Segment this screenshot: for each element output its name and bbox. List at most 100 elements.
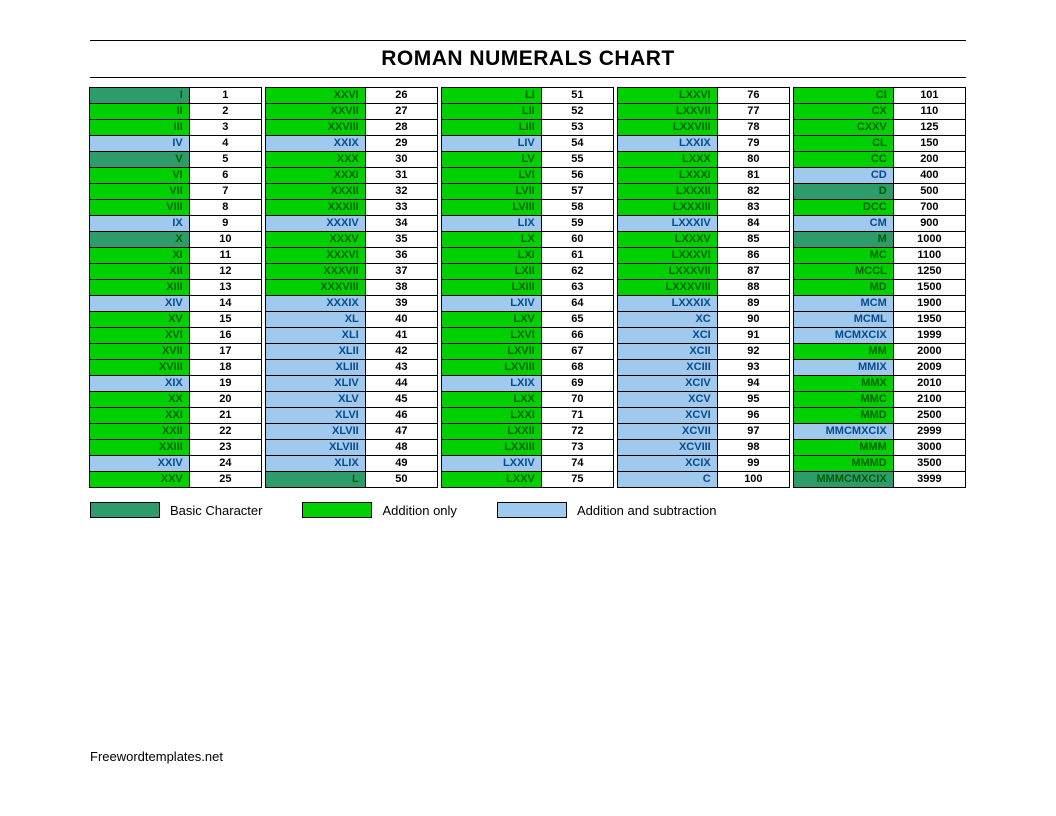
arabic-cell: 3000 (893, 439, 966, 456)
roman-cell: XXIX (265, 135, 366, 152)
arabic-cell: 30 (365, 151, 438, 168)
arabic-cell: 97 (717, 423, 790, 440)
arabic-cell: 57 (541, 183, 614, 200)
arabic-cell: 2999 (893, 423, 966, 440)
arabic-cell: 50 (365, 471, 438, 488)
arabic-cell: 22 (189, 423, 262, 440)
roman-cell: LII (441, 103, 542, 120)
arabic-cell: 98 (717, 439, 790, 456)
arabic-cell: 1100 (893, 247, 966, 264)
roman-cell: CI (793, 87, 894, 104)
roman-cell: LXI (441, 247, 542, 264)
arabic-cell: 69 (541, 375, 614, 392)
roman-cell: MD (793, 279, 894, 296)
arabic-cell: 77 (717, 103, 790, 120)
roman-cell: XCI (617, 327, 718, 344)
roman-cell: LXXVI (617, 87, 718, 104)
roman-cell: XI (89, 247, 190, 264)
arabic-cell: 85 (717, 231, 790, 248)
arabic-cell: 95 (717, 391, 790, 408)
roman-cell: LVIII (441, 199, 542, 216)
roman-cell: XXXIII (265, 199, 366, 216)
roman-cell: XXXI (265, 167, 366, 184)
roman-cell: LXIV (441, 295, 542, 312)
legend-item: Addition and subtraction (497, 502, 716, 518)
arabic-cell: 82 (717, 183, 790, 200)
roman-cell: XXIII (89, 439, 190, 456)
arabic-cell: 84 (717, 215, 790, 232)
arabic-cell: 54 (541, 135, 614, 152)
roman-cell: LXXXVIII (617, 279, 718, 296)
roman-cell: LXXX (617, 151, 718, 168)
roman-cell: VII (89, 183, 190, 200)
arabic-cell: 58 (541, 199, 614, 216)
roman-cell: XCVIII (617, 439, 718, 456)
roman-cell: LXIX (441, 375, 542, 392)
arabic-cell: 72 (541, 423, 614, 440)
roman-cell: XVI (89, 327, 190, 344)
roman-cell: L (265, 471, 366, 488)
arabic-cell: 47 (365, 423, 438, 440)
arabic-cell: 91 (717, 327, 790, 344)
arabic-cell: 31 (365, 167, 438, 184)
arabic-cell: 3 (189, 119, 262, 136)
arabic-cell: 70 (541, 391, 614, 408)
roman-cell: XV (89, 311, 190, 328)
roman-cell: III (89, 119, 190, 136)
roman-cell: XXXVIII (265, 279, 366, 296)
arabic-cell: 3500 (893, 455, 966, 472)
footer-link[interactable]: Freewordtemplates.net (90, 749, 223, 764)
arabic-cell: 59 (541, 215, 614, 232)
roman-cell: LXIII (441, 279, 542, 296)
legend-label: Addition only (382, 503, 456, 518)
roman-cell: MMD (793, 407, 894, 424)
arabic-cell: 21 (189, 407, 262, 424)
arabic-cell: 90 (717, 311, 790, 328)
arabic-cell: 13 (189, 279, 262, 296)
roman-cell: LXXIX (617, 135, 718, 152)
roman-cell: MCML (793, 311, 894, 328)
roman-cell: XLVIII (265, 439, 366, 456)
arabic-cell: 36 (365, 247, 438, 264)
roman-cell: XCIX (617, 455, 718, 472)
arabic-cell: 5 (189, 151, 262, 168)
roman-cell: XVIII (89, 359, 190, 376)
roman-cell: XCII (617, 343, 718, 360)
arabic-cell: 100 (717, 471, 790, 488)
arabic-cell: 33 (365, 199, 438, 216)
roman-cell: CM (793, 215, 894, 232)
legend-item: Addition only (302, 502, 456, 518)
roman-cell: VI (89, 167, 190, 184)
arabic-cell: 1 (189, 87, 262, 104)
arabic-cell: 700 (893, 199, 966, 216)
legend: Basic CharacterAddition onlyAddition and… (90, 502, 966, 518)
arabic-cell: 900 (893, 215, 966, 232)
roman-cell: LXXIII (441, 439, 542, 456)
chart-column: XXVI26XXVII27XXVIII28XXIX29XXX30XXXI31XX… (266, 88, 438, 488)
roman-cell: LXXXIV (617, 215, 718, 232)
arabic-cell: 18 (189, 359, 262, 376)
legend-swatch (302, 502, 372, 518)
arabic-cell: 7 (189, 183, 262, 200)
arabic-cell: 11 (189, 247, 262, 264)
arabic-cell: 2000 (893, 343, 966, 360)
arabic-cell: 110 (893, 103, 966, 120)
roman-cell: XXX (265, 151, 366, 168)
roman-cell: MMMCMXCIX (793, 471, 894, 488)
arabic-cell: 46 (365, 407, 438, 424)
arabic-cell: 86 (717, 247, 790, 264)
roman-cell: LXVIII (441, 359, 542, 376)
arabic-cell: 94 (717, 375, 790, 392)
arabic-cell: 2 (189, 103, 262, 120)
arabic-cell: 200 (893, 151, 966, 168)
roman-cell: LXXVIII (617, 119, 718, 136)
arabic-cell: 2100 (893, 391, 966, 408)
arabic-cell: 76 (717, 87, 790, 104)
roman-cell: LV (441, 151, 542, 168)
arabic-cell: 87 (717, 263, 790, 280)
roman-cell: MM (793, 343, 894, 360)
roman-cell: CXXV (793, 119, 894, 136)
arabic-cell: 25 (189, 471, 262, 488)
arabic-cell: 96 (717, 407, 790, 424)
arabic-cell: 1500 (893, 279, 966, 296)
